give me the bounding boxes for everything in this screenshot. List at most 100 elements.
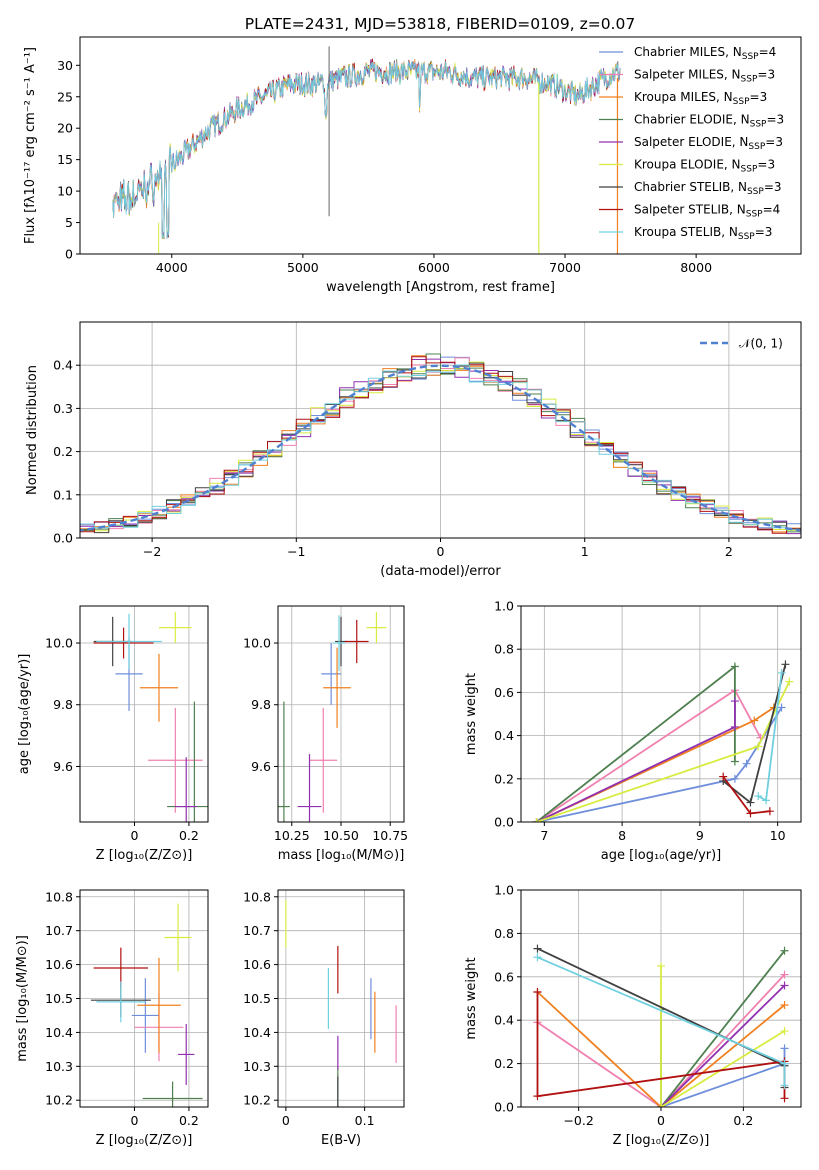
y-tick-label: 0.2 [53, 444, 73, 459]
weight-marker [754, 792, 763, 801]
y-axis-label: age [log₁₀(age/yr)] [17, 654, 32, 775]
y-tick-label: 10.4 [45, 1025, 73, 1040]
weight-marker [777, 668, 786, 677]
legend-label: Kroupa ELODIE, NSSP=3 [634, 158, 775, 175]
y-tick-label: 0.4 [53, 358, 73, 373]
weight-line [660, 984, 786, 1107]
panel-age_vs_Z: 0 0.2 9.6 9.8 10.0 Z [log₁₀(Z/Z⊙)] age [log₁₀(… [17, 605, 209, 863]
histogram-steps [80, 356, 801, 534]
y-tick-label: 1.0 [494, 883, 514, 898]
y-tick-label: 10.8 [45, 889, 73, 904]
x-tick-label: 7 [540, 828, 548, 843]
weight-marker [746, 809, 755, 818]
weight-marker [780, 981, 789, 990]
weight-marker [765, 807, 774, 816]
plot-area [90, 903, 203, 1107]
axes-frame [520, 889, 802, 1108]
y-tick-label: 15 [57, 152, 73, 167]
y-tick-label: 10.7 [45, 923, 73, 938]
y-tick-label: 10.3 [45, 1059, 73, 1074]
x-tick-label: 0 [437, 544, 445, 559]
x-tick-label: 0.1 [355, 1113, 375, 1128]
x-axis-label: Z [log₁₀(Z/Z⊙)] [96, 1133, 193, 1148]
x-tick-label: 8 [618, 828, 626, 843]
grid-lines [80, 606, 208, 822]
y-tick-label: 0.1 [53, 487, 73, 502]
x-tick-label: 0.2 [179, 828, 199, 843]
plot-area [285, 900, 397, 1107]
x-axis-label: wavelength [Angstrom, rest frame] [326, 280, 555, 295]
y-tick-label: 0.3 [53, 401, 73, 416]
weight-marker [730, 662, 739, 671]
x-axis-label: Z [log₁₀(Z/Z⊙)] [96, 848, 193, 863]
weight-marker [532, 818, 541, 822]
x-tick-label: −1 [287, 544, 305, 559]
weight-marker [780, 1059, 789, 1068]
y-tick-label: 10.7 [243, 923, 271, 938]
axes-frame [79, 321, 802, 539]
legend-label: Salpeter STELIB, NSSP=4 [634, 203, 780, 220]
weight-marker [780, 1027, 789, 1036]
weight-marker [730, 757, 739, 766]
plot-area [532, 660, 794, 822]
panel-spectrum: 4000 5000 6000 7000 8000 0 5 10 15 20 25 30 waveleng… [23, 15, 802, 295]
y-tick-label: 10.0 [243, 636, 271, 651]
x-tick-label: 8000 [680, 260, 712, 275]
weight-line [660, 950, 786, 1107]
y-tick-label: 0 [65, 247, 73, 262]
y-tick-label: 0.6 [494, 969, 514, 984]
y-axis-label: mass [log₁₀(M/M⊙)] [15, 935, 30, 1062]
weight-line [536, 973, 786, 1107]
y-tick-label: 10.6 [243, 957, 271, 972]
axes-frame [277, 889, 405, 1108]
x-axis-label: age [log₁₀(age/yr)] [601, 848, 722, 863]
x-tick-label: 2 [725, 544, 733, 559]
y-tick-label: 0.8 [494, 642, 514, 657]
panel-residuals: −2 −1 0 1 2 0.0 0.1 0.2 0.3 0.4 (data-model)/error… [25, 321, 802, 579]
weight-marker [750, 716, 759, 725]
legend-label: Chabrier ELODIE, NSSP=3 [634, 113, 784, 130]
y-tick-label: 10.8 [243, 889, 271, 904]
x-tick-label: 9 [696, 828, 704, 843]
weight-marker [730, 722, 739, 731]
y-tick-label: 9.6 [251, 759, 271, 774]
y-tick-label: 9.6 [53, 759, 73, 774]
axes-frame [79, 36, 802, 255]
y-tick-label: 20 [57, 121, 73, 136]
y-axis-label: mass weight [464, 957, 479, 1039]
weight-marker [533, 987, 542, 996]
y-tick-label: 10.4 [243, 1025, 271, 1040]
plot-area [93, 612, 208, 822]
y-tick-label: 0.0 [53, 531, 73, 546]
legend-label: Salpeter MILES, NSSP=3 [634, 68, 775, 85]
weight-marker [657, 961, 665, 970]
legend-label: 𝒩(0, 1) [739, 337, 783, 351]
weight-marker [730, 774, 739, 783]
y-tick-label: 0.2 [494, 771, 514, 786]
weight-marker [657, 1103, 665, 1107]
panel-weight_vs_age: 7 8 9 10 0.0 0.2 0.4 0.6 0.8 1.0 age [log₁₀(age/yr… [464, 599, 802, 863]
legend-label: Kroupa MILES, NSSP=3 [634, 90, 767, 107]
weight-marker [780, 1081, 789, 1090]
axes-frame [79, 889, 209, 1108]
weight-marker [754, 742, 763, 751]
y-tick-label: 10.5 [45, 991, 73, 1006]
grid-lines [278, 890, 404, 1107]
y-tick-label: 1.0 [494, 599, 514, 614]
y-tick-label: 0.6 [494, 685, 514, 700]
weight-marker [746, 798, 755, 807]
spectrum-line [112, 60, 621, 239]
chart-title: PLATE=2431, MJD=53818, FIBERID=0109, z=0… [245, 15, 635, 33]
x-axis-label: (data-model)/error [380, 564, 501, 579]
y-tick-label: 9.8 [251, 697, 271, 712]
x-tick-label: 0 [657, 1113, 665, 1128]
y-tick-label: 0.4 [494, 728, 514, 743]
legend-label: Chabrier MILES, NSSP=4 [634, 45, 776, 62]
weight-marker [533, 1092, 542, 1101]
y-tick-label: 0.8 [494, 926, 514, 941]
weight-marker [777, 703, 786, 712]
weight-marker [742, 759, 751, 768]
y-axis-label: mass weight [464, 673, 479, 755]
axes-frame [277, 605, 405, 823]
